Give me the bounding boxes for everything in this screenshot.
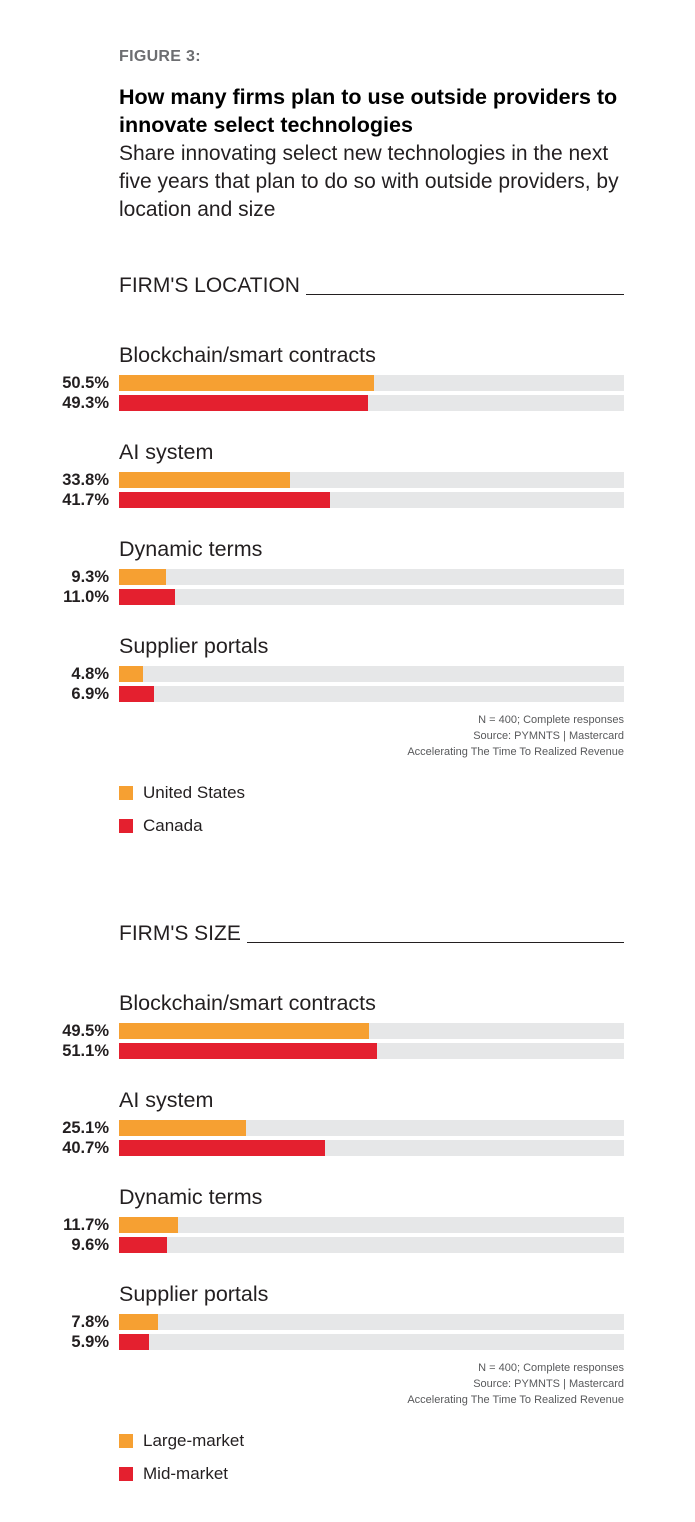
bar-value-label: 51.1%	[62, 1042, 109, 1060]
category-label: Dynamic terms	[119, 537, 263, 561]
legend-item: Canada	[119, 816, 203, 836]
bar-value-label: 50.5%	[62, 374, 109, 392]
bar-value-label: 9.6%	[71, 1236, 109, 1254]
legend-item: United States	[119, 783, 245, 803]
bar-track	[119, 395, 624, 411]
bar-canada	[119, 395, 368, 411]
category-label: Dynamic terms	[119, 1185, 263, 1209]
legend-label: Canada	[143, 816, 203, 835]
source-note: N = 400; Complete responses	[478, 1362, 624, 1374]
bar-value-label: 6.9%	[71, 685, 109, 703]
bar-mid-market	[119, 1237, 168, 1253]
bar-track	[119, 472, 624, 488]
bar-track	[119, 375, 624, 391]
bar-track	[119, 569, 624, 585]
bar-value-label: 49.5%	[62, 1022, 109, 1040]
legend-item: Large-market	[119, 1431, 244, 1451]
bar-mid-market	[119, 1334, 149, 1350]
bar-track	[119, 1237, 624, 1253]
category-label: Supplier portals	[119, 1282, 269, 1306]
category-label: Supplier portals	[119, 634, 269, 658]
bar-track	[119, 1334, 624, 1350]
bar-united-states	[119, 375, 375, 391]
bar-value-label: 49.3%	[62, 394, 109, 412]
bar-value-label: 11.0%	[63, 588, 109, 606]
category-label: Blockchain/smart contracts	[119, 343, 376, 367]
source-note: Accelerating The Time To Realized Revenu…	[407, 746, 624, 758]
bar-value-label: 4.8%	[71, 665, 109, 683]
source-note: Source: PYMNTS | Mastercard	[473, 1378, 624, 1390]
section-rule	[246, 942, 624, 943]
source-note: Source: PYMNTS | Mastercard	[473, 730, 624, 742]
section-header-size: FIRM'S SIZE	[119, 918, 624, 946]
bar-canada	[119, 589, 175, 605]
bar-value-label: 5.9%	[71, 1333, 109, 1351]
bar-track	[119, 1043, 624, 1059]
bar-value-label: 33.8%	[62, 471, 109, 489]
chart-title: How many firms plan to use outside provi…	[119, 85, 618, 137]
bar-canada	[119, 686, 154, 702]
bar-united-states	[119, 472, 290, 488]
bar-track	[119, 589, 624, 605]
legend-swatch	[119, 1434, 133, 1448]
bar-track	[119, 666, 624, 682]
category-label: AI system	[119, 1088, 214, 1112]
legend-label: Large-market	[143, 1431, 245, 1450]
bar-large-market	[119, 1217, 179, 1233]
chart-subtitle: Share innovating select new technologies…	[119, 142, 619, 221]
bar-value-label: 40.7%	[62, 1139, 109, 1157]
legend-swatch	[119, 786, 133, 800]
bar-track	[119, 492, 624, 508]
legend-swatch	[119, 1467, 133, 1481]
section-header-location: FIRM'S LOCATION	[119, 270, 624, 298]
bar-mid-market	[119, 1140, 325, 1156]
source-note: Accelerating The Time To Realized Revenu…	[407, 1394, 624, 1406]
legend-swatch	[119, 819, 133, 833]
bar-large-market	[119, 1120, 246, 1136]
bar-united-states	[119, 569, 166, 585]
legend-label: Mid-market	[143, 1464, 229, 1483]
bar-large-market	[119, 1023, 369, 1039]
bar-canada	[119, 492, 330, 508]
section-rule	[305, 294, 624, 295]
bar-track	[119, 1023, 624, 1039]
bar-track	[119, 1314, 624, 1330]
bar-united-states	[119, 666, 144, 682]
bar-large-market	[119, 1314, 159, 1330]
legend-label: United States	[143, 783, 246, 802]
legend-item: Mid-market	[119, 1464, 228, 1484]
figure-label: FIGURE 3:	[119, 48, 201, 65]
bar-mid-market	[119, 1043, 378, 1059]
bar-value-label: 25.1%	[62, 1119, 109, 1137]
section-title: FIRM'S SIZE	[119, 922, 241, 945]
bar-track	[119, 1140, 624, 1156]
category-label: AI system	[119, 440, 214, 464]
section-title: FIRM'S LOCATION	[119, 274, 300, 297]
source-note: N = 400; Complete responses	[478, 714, 624, 726]
bar-value-label: 41.7%	[62, 491, 109, 509]
bar-track	[119, 1120, 624, 1136]
bar-value-label: 11.7%	[63, 1216, 109, 1234]
bar-track	[119, 1217, 624, 1233]
bar-value-label: 9.3%	[71, 568, 109, 586]
category-label: Blockchain/smart contracts	[119, 991, 376, 1015]
bar-track	[119, 686, 624, 702]
bar-value-label: 7.8%	[71, 1313, 109, 1331]
